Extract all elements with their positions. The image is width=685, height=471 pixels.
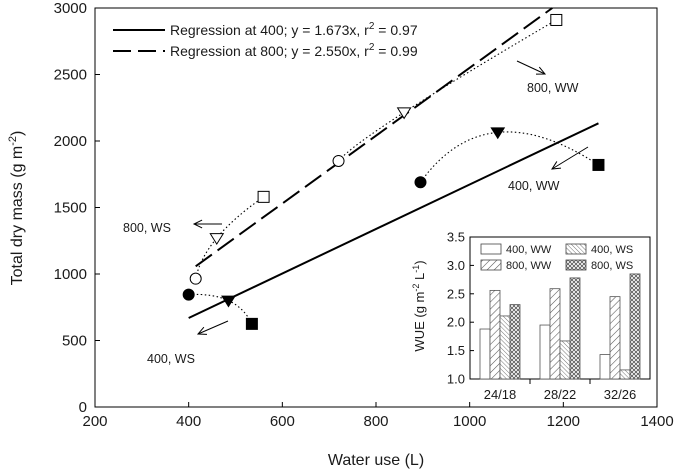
annotation-arrow-800-ws-head (192, 219, 203, 229)
y-axis-title: Total dry mass (g m-2) (7, 131, 26, 286)
x-tick-label: 1200 (547, 413, 580, 430)
x-axis-title: Water use (L) (328, 452, 424, 469)
y-tick-label: 1000 (54, 266, 87, 283)
x-tick-label: 200 (82, 413, 107, 430)
inset-y-tick-label: 2.5 (447, 286, 465, 301)
inset-chart: 1.0 1.5 2.0 2.5 3.0 3.5 24/18 28/22 32/26 WUE (g… (411, 230, 651, 403)
legend-label-800: Regression at 800; y = 2.550x, r2 = 0.99 (170, 42, 418, 59)
legend: Regression at 400; y = 1.673x, r2 = 0.97… (113, 21, 418, 59)
legend-label-400: Regression at 400; y = 1.673x, r2 = 0.97 (170, 21, 418, 38)
point-800-ww-open-triangle (396, 107, 412, 120)
point-400-ws-filled-square (245, 317, 258, 330)
point-400-ww-filled-square (592, 158, 605, 171)
inset-bar-800-ws-24-18 (509, 304, 521, 380)
connector-curve-400-ws (188, 293, 253, 325)
inset-bar-800-ws-32-26 (629, 273, 641, 380)
main-axis-ticks: 200 400 600 800 1000 1200 1400 0 500 1000 1500 2000… (54, 0, 674, 430)
x-tick-label: 400 (176, 413, 201, 430)
annotation-arrow-800-ww-shaft (516, 60, 546, 75)
x-tick-label: 800 (363, 413, 388, 430)
inset-y-tick-label: 3.5 (447, 230, 465, 245)
inset-bar-400-ww-24-18 (479, 328, 491, 380)
data-points (182, 13, 605, 330)
inset-bar-800-ww-32-26 (609, 296, 621, 380)
inset-y-tick-label: 1.0 (447, 372, 465, 387)
x-tick-label: 1000 (453, 413, 486, 430)
y-tick-label: 1500 (54, 200, 87, 217)
point-800-ws-open-circle (189, 272, 202, 285)
annotation-arrow-400-ws-shaft (197, 320, 229, 335)
point-800-ww-open-circle (332, 154, 345, 167)
connector-curve-800-ws (195, 196, 264, 279)
inset-y-tick-label: 1.5 (447, 343, 465, 358)
regression-lines (188, 7, 599, 319)
regression-line-regression-at-400 (188, 122, 599, 319)
x-tick-label: 1400 (640, 413, 673, 430)
inset-legend-swatch-400-ws (565, 243, 587, 255)
annotation-800-ww: 800, WW (527, 81, 579, 95)
y-tick-label: 0 (79, 399, 87, 416)
point-800-ww-open-square (550, 13, 563, 26)
inset-legend-label-400-ws: 400, WS (591, 244, 633, 256)
inset-bar-400-ws-32-26 (619, 369, 631, 380)
inset-y-axis-title: WUE (g m-2 L-1) (411, 260, 427, 351)
inset-axis-ticks: 1.0 1.5 2.0 2.5 3.0 3.5 24/18 28/22 32/26 (447, 230, 636, 403)
inset-bar-800-ww-24-18 (489, 289, 501, 380)
annotation-400-ww: 400, WW (508, 179, 560, 193)
x-tick-label: 600 (270, 413, 295, 430)
regression-line-regression-at-800 (195, 7, 553, 268)
point-400-ww-filled-triangle (490, 127, 506, 140)
inset-bar-400-ww-32-26 (599, 354, 611, 380)
inset-x-tick-label: 32/26 (604, 387, 637, 402)
inset-legend-swatch-400-ww (480, 243, 502, 255)
point-800-ws-open-square (257, 190, 270, 203)
inset-bar-800-ws-28-22 (569, 277, 581, 380)
inset-bar-400-ws-28-22 (559, 340, 571, 380)
connector-curve-800-ww (338, 19, 557, 162)
y-tick-label: 2000 (54, 133, 87, 150)
annotation-400-ws: 400, WS (147, 352, 195, 366)
inset-legend-label-400-ww: 400, WW (506, 244, 552, 256)
inset-bar-800-ww-28-22 (549, 288, 561, 380)
point-400-ws-filled-triangle (221, 295, 236, 308)
inset-legend: 400, WW 400, WS 800, WW 800, WS (480, 243, 633, 272)
inset-bars (479, 273, 641, 380)
y-tick-label: 500 (62, 333, 87, 350)
inset-legend-label-800-ws: 800, WS (591, 260, 633, 272)
y-tick-label: 2500 (54, 67, 87, 84)
annotation-arrow-800-ww-head (535, 66, 547, 75)
point-800-ws-open-triangle (209, 233, 225, 246)
inset-legend-swatch-800-ww (480, 259, 502, 271)
point-400-ww-filled-circle (414, 176, 427, 189)
inset-bar-400-ww-28-22 (539, 324, 551, 380)
inset-legend-label-800-ww: 800, WW (506, 260, 552, 272)
annotation-arrow-400-ww-shaft (551, 146, 589, 170)
inset-bar-400-ws-24-18 (499, 315, 511, 380)
inset-x-tick-label: 28/22 (544, 387, 577, 402)
inset-legend-swatch-800-ws (565, 259, 587, 271)
point-400-ws-filled-circle (182, 288, 195, 301)
annotation-800-ws: 800, WS (123, 221, 171, 235)
annotation-arrows (192, 60, 589, 335)
inset-x-tick-label: 24/18 (484, 387, 517, 402)
inset-y-tick-label: 2.0 (447, 315, 465, 330)
inset-y-tick-label: 3.0 (447, 258, 465, 273)
annotation-arrow-400-ww-head (551, 161, 562, 170)
y-tick-label: 3000 (54, 0, 87, 17)
annotation-arrow-400-ws-head (196, 326, 208, 335)
